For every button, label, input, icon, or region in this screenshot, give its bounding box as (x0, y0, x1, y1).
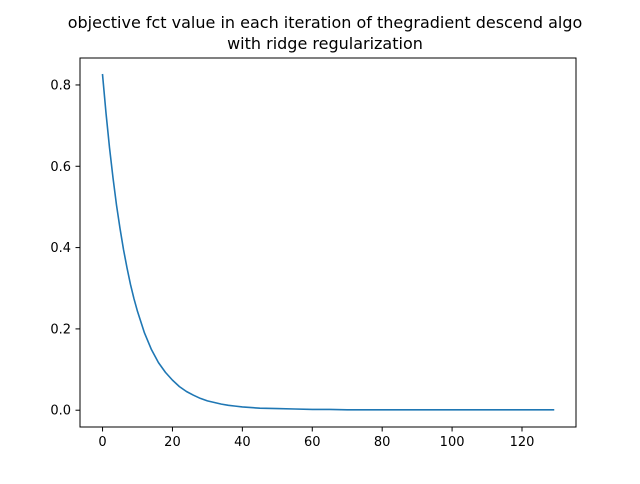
x-tick-label: 100 (440, 435, 465, 450)
x-tick-label: 0 (98, 435, 106, 450)
plot-frame (79, 57, 577, 428)
x-tick-label: 60 (304, 435, 321, 450)
x-axis: 0 20 40 60 80 100 120 (98, 427, 534, 450)
y-axis: 0.0 0.2 0.4 0.6 0.8 (50, 78, 80, 419)
chart-title: objective fct value in each iteration of… (68, 13, 583, 53)
x-tick-label: 80 (374, 435, 391, 450)
y-tick-label: 0.0 (50, 404, 71, 419)
y-tick-label: 0.8 (50, 78, 71, 93)
x-tick-label: 120 (510, 435, 535, 450)
y-tick-label: 0.6 (50, 160, 71, 175)
series-group (101, 73, 555, 411)
chart-title-line: objective fct value in each iteration of… (68, 13, 583, 32)
series-line (101, 73, 555, 411)
y-tick-label: 0.4 (50, 241, 71, 256)
x-tick-label: 20 (164, 435, 181, 450)
y-tick-label: 0.2 (50, 322, 71, 337)
chart-title-line: with ridge regularization (227, 34, 423, 53)
x-tick-label: 40 (234, 435, 251, 450)
plot-area (79, 57, 577, 428)
